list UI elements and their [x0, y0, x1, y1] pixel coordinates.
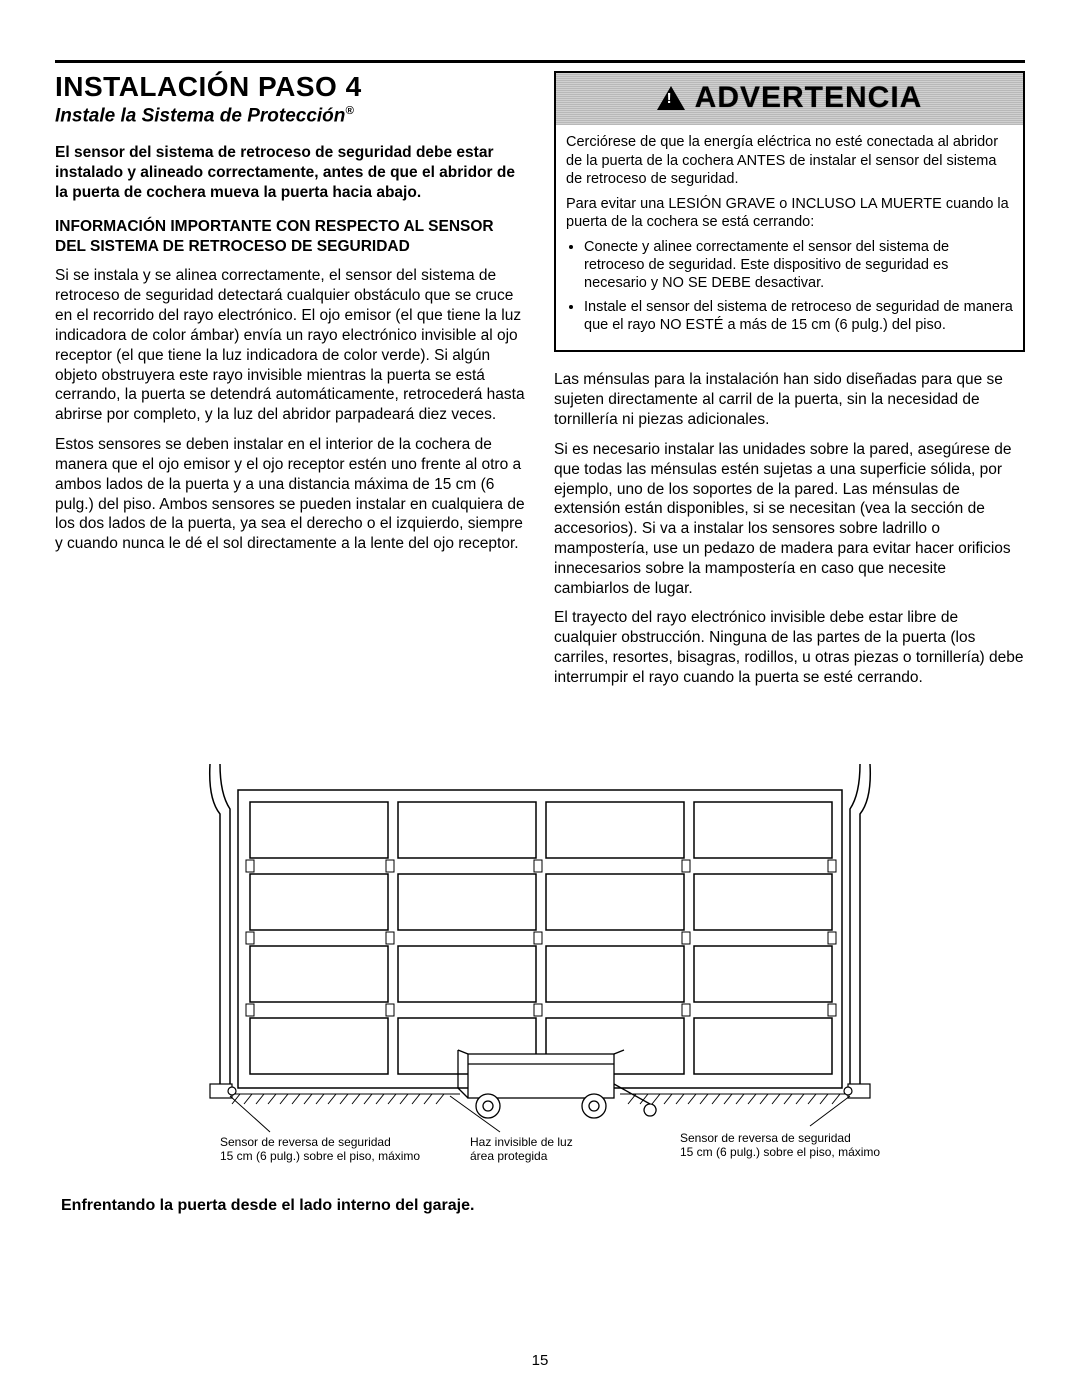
- left-p1: El sensor del sistema de retroceso de se…: [55, 143, 526, 202]
- left-p2: Si se instala y se alinea correctamente,…: [55, 266, 526, 425]
- warning-bullet-1: Conecte y alinee correctamente el sensor…: [584, 238, 1013, 292]
- warning-body: Cerciórese de que la energía eléctrica n…: [556, 125, 1023, 350]
- warning-title: ADVERTENCIA: [695, 81, 923, 115]
- diagram: Sensor de reversa de seguridad 15 cm (6 …: [55, 754, 1025, 1216]
- step-title: INSTALACIÓN PASO 4: [55, 71, 526, 103]
- label-sensor-left-2: 15 cm (6 pulg.) sobre el piso, máximo: [220, 1149, 420, 1163]
- label-beam-2: área protegida: [470, 1149, 548, 1163]
- warning-bullet-2: Instale el sensor del sistema de retroce…: [584, 298, 1013, 334]
- subtitle: Instale la Sistema de Protección®: [55, 105, 526, 127]
- garage-door-diagram: Sensor de reversa de seguridad 15 cm (6 …: [150, 754, 930, 1184]
- right-p3: El trayecto del rayo electrónico invisib…: [554, 608, 1025, 687]
- left-p3: Estos sensores se deben instalar en el i…: [55, 435, 526, 554]
- subtitle-sup: ®: [345, 105, 353, 117]
- warning-header: ADVERTENCIA: [556, 73, 1023, 125]
- label-sensor-left-1: Sensor de reversa de seguridad: [220, 1135, 391, 1149]
- warning-icon: [657, 86, 685, 110]
- diagram-caption: Enfrentando la puerta desde el lado inte…: [61, 1196, 1025, 1216]
- label-sensor-right-1: Sensor de reversa de seguridad: [680, 1131, 851, 1145]
- warning-p2: Para evitar una LESIÓN GRAVE o INCLUSO L…: [566, 195, 1013, 232]
- warning-box: ADVERTENCIA Cerciórese de que la energía…: [554, 71, 1025, 352]
- right-p2: Si es necesario instalar las unidades so…: [554, 440, 1025, 599]
- subtitle-text: Instale la Sistema de Protección: [55, 105, 345, 126]
- warning-p1: Cerciórese de que la energía eléctrica n…: [566, 133, 1013, 189]
- left-h3: INFORMACIÓN IMPORTANTE CON RESPECTO AL S…: [55, 217, 526, 257]
- label-beam-1: Haz invisible de luz: [470, 1135, 573, 1149]
- right-p1: Las ménsulas para la instalación han sid…: [554, 370, 1025, 429]
- page-number: 15: [0, 1352, 1080, 1369]
- label-sensor-right-2: 15 cm (6 pulg.) sobre el piso, máximo: [680, 1145, 880, 1159]
